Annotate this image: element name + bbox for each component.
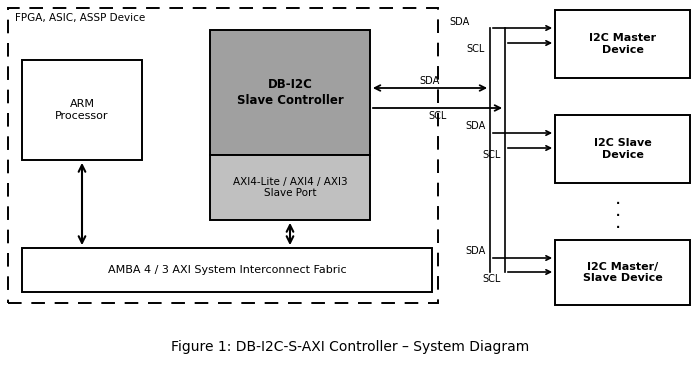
Text: AXI4-Lite / AXI4 / AXI3
Slave Port: AXI4-Lite / AXI4 / AXI3 Slave Port	[232, 177, 347, 198]
Text: DB-I2C
Slave Controller: DB-I2C Slave Controller	[237, 79, 344, 107]
Text: Figure 1: DB-I2C-S-AXI Controller – System Diagram: Figure 1: DB-I2C-S-AXI Controller – Syst…	[171, 340, 529, 354]
Text: .: .	[615, 213, 621, 231]
Bar	[555, 10, 690, 78]
Text: I2C Master
Device: I2C Master Device	[589, 33, 656, 55]
Text: FPGA, ASIC, ASSP Device: FPGA, ASIC, ASSP Device	[15, 13, 146, 23]
Bar	[22, 248, 432, 292]
Bar	[210, 30, 370, 155]
Text: SCL: SCL	[482, 150, 501, 160]
Bar	[210, 155, 370, 220]
Text: SDA: SDA	[466, 121, 486, 131]
Text: .: .	[615, 189, 621, 207]
Bar	[555, 115, 690, 183]
Bar	[8, 8, 438, 303]
Text: SDA: SDA	[420, 76, 440, 86]
Bar	[555, 240, 690, 305]
Text: AMBA 4 / 3 AXI System Interconnect Fabric: AMBA 4 / 3 AXI System Interconnect Fabri…	[108, 265, 346, 275]
Text: I2C Master/
Slave Device: I2C Master/ Slave Device	[582, 262, 662, 283]
Text: SCL: SCL	[428, 111, 447, 121]
Text: SCL: SCL	[482, 274, 501, 284]
Text: .: .	[615, 200, 621, 220]
Text: SDA: SDA	[449, 17, 470, 27]
Text: I2C Slave
Device: I2C Slave Device	[594, 138, 652, 160]
Text: SCL: SCL	[467, 44, 485, 54]
Text: SDA: SDA	[466, 246, 486, 256]
Bar	[22, 60, 142, 160]
Text: ARM
Processor: ARM Processor	[55, 99, 108, 121]
